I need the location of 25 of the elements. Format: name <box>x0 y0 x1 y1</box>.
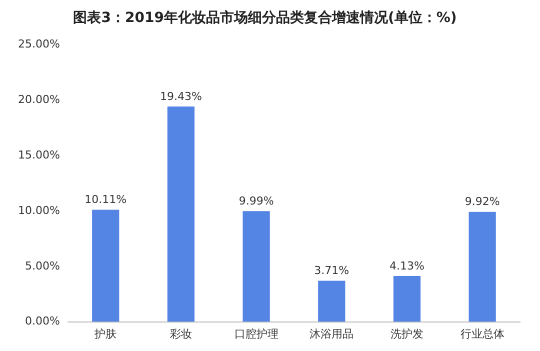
bar <box>393 276 421 322</box>
data-label: 4.13% <box>390 259 424 272</box>
bar <box>92 210 120 322</box>
data-label: 10.11% <box>84 193 127 206</box>
y-tick-label: 10.00% <box>18 204 60 217</box>
y-tick-label: 15.00% <box>18 148 60 162</box>
bar <box>318 280 346 322</box>
x-tick-label: 护肤 <box>94 327 117 340</box>
data-label: 19.43% <box>160 90 202 103</box>
bar <box>167 106 195 322</box>
data-label: 3.71% <box>314 264 350 278</box>
y-tick-label: 25.00% <box>18 38 60 51</box>
data-label: 9.92% <box>464 195 500 208</box>
x-tick-label: 沐浴用品 <box>310 327 354 340</box>
x-tick-label: 彩妆 <box>170 327 192 340</box>
x-tick-label: 口腔护理 <box>234 327 278 340</box>
bar <box>468 212 496 322</box>
x-tick-label: 行业总体 <box>460 327 504 340</box>
data-label: 9.99% <box>238 194 274 208</box>
y-tick-label: 5.00% <box>24 259 60 272</box>
y-tick-label: 20.00% <box>18 93 60 106</box>
x-tick-label: 洗护发 <box>390 327 424 340</box>
y-tick-label: 0.00% <box>24 314 60 328</box>
bar <box>242 211 270 322</box>
chart-title: 图表3：2019年化妆品市场细分品类复合增速情况(单位：%) <box>73 9 457 26</box>
